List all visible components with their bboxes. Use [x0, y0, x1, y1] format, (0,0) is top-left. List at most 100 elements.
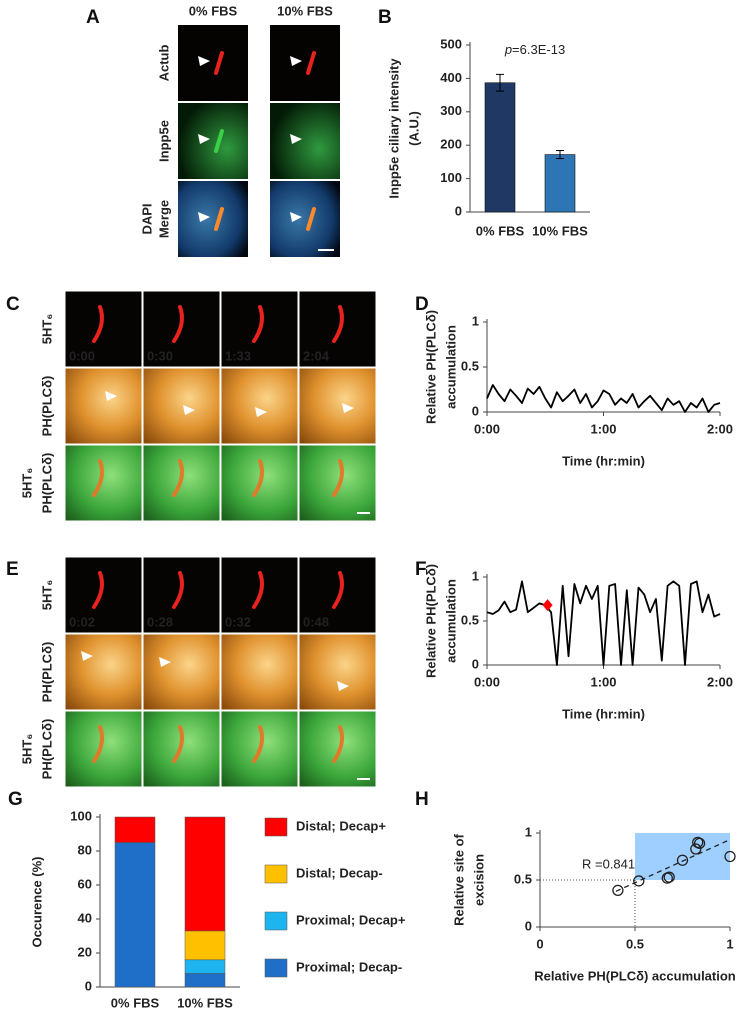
point: [663, 871, 675, 883]
timestamp: 0:48: [303, 614, 329, 629]
cilium: [332, 305, 344, 343]
y-tick-label: 200: [440, 137, 462, 152]
x-axis-label: Time (hr:min): [562, 453, 645, 468]
point: [690, 843, 702, 855]
timestamp: 0:02: [69, 614, 95, 629]
error-bar: [556, 150, 564, 160]
micrograph: [178, 181, 248, 257]
micrograph: [220, 367, 299, 445]
micrograph: [270, 25, 340, 101]
x-axis-label: Relative PH(PLCδ) accumulation: [534, 968, 736, 983]
micrograph: [220, 633, 299, 711]
x-tick-label: 2:00: [707, 674, 733, 689]
x-tick-label: 1:00: [590, 421, 616, 436]
legend-swatch: [264, 911, 288, 931]
y-tick-label: 500: [440, 36, 462, 51]
x-tick-label: 0: [536, 936, 543, 951]
panel-letter: D: [415, 294, 429, 315]
cilium: [92, 571, 104, 609]
x-axis-label: Time (hr:min): [562, 706, 645, 721]
cilium: [172, 305, 184, 343]
micrograph: [298, 290, 377, 368]
micrograph: [178, 103, 248, 179]
y-tick-label: 400: [440, 70, 462, 85]
column-header: 10% FBS: [277, 3, 333, 18]
y-tick-label: 100: [70, 808, 92, 823]
y-tick-label: 0: [85, 978, 92, 993]
y-tick-label: 60: [78, 876, 92, 891]
cilium: [332, 725, 344, 763]
micrograph: [270, 103, 340, 179]
arrowhead: [290, 56, 302, 66]
y-axis-label: accumulation: [443, 579, 458, 663]
arrowhead: [198, 134, 210, 144]
timestamp: 0:00: [69, 348, 95, 363]
micrograph: [142, 367, 221, 445]
micrograph: [298, 556, 377, 634]
annotation: R =0.841: [582, 856, 635, 871]
bar-segment: [114, 842, 156, 988]
legend-swatch: [264, 958, 288, 978]
micrograph: [142, 633, 221, 711]
panel-letter: B: [378, 7, 392, 28]
cilium: [92, 725, 104, 763]
arrowhead: [337, 681, 349, 691]
y-axis-label: (A.U.): [406, 111, 421, 146]
highlight-marker: [542, 599, 553, 612]
y-tick-label: 100: [440, 170, 462, 185]
bar-segment: [184, 959, 226, 974]
y-axis-label: Inpp5e ciliary intensity: [386, 58, 401, 199]
timestamp: 0:32: [225, 614, 251, 629]
row-label: 5HT₆: [39, 314, 54, 345]
x-tick-label: 0% FBS: [476, 223, 525, 238]
point: [633, 875, 645, 887]
y-tick-label: 1: [472, 313, 479, 328]
micrograph: [64, 633, 143, 711]
x-tick-label: 2:00: [707, 421, 733, 436]
cilium: [332, 459, 344, 497]
cilium: [252, 725, 264, 763]
panel-letter: H: [415, 789, 429, 810]
arrowhead: [290, 212, 302, 222]
cilium: [214, 129, 224, 153]
point: [612, 884, 624, 896]
row-label: DAPI: [139, 203, 154, 234]
y-tick-label: 0.5: [461, 358, 479, 373]
row-label: Actub: [156, 45, 171, 82]
row-label: PH(PLCδ): [39, 453, 54, 514]
micrograph: [64, 290, 143, 368]
cilium: [252, 305, 264, 343]
row-label: PH(PLCδ): [39, 719, 54, 780]
timestamp: 0:30: [147, 348, 173, 363]
row-label: 5HT₆: [19, 734, 34, 765]
cilium: [214, 207, 224, 231]
y-tick-label: 1: [472, 568, 479, 583]
arrowhead: [105, 391, 117, 401]
y-axis-label: Relative site of: [451, 833, 466, 925]
line: [486, 580, 721, 666]
x-tick-label: 1:00: [590, 674, 616, 689]
y-tick-label: 0: [472, 656, 479, 671]
x-tick-label: 1: [726, 936, 733, 951]
y-axis-label: Relative PH(PLCδ): [423, 310, 438, 424]
cilium: [172, 725, 184, 763]
arrowhead: [255, 407, 267, 417]
panel-letter: E: [6, 559, 19, 580]
cilium: [306, 51, 316, 75]
micrograph: [64, 710, 143, 788]
legend-label: Distal; Decap+: [296, 818, 386, 833]
cilium: [92, 305, 104, 343]
highlight-region: [635, 833, 730, 880]
arrowhead: [198, 56, 210, 66]
arrowhead: [409, 829, 421, 839]
y-tick-label: 0.5: [461, 612, 479, 627]
y-tick-label: 0.5: [514, 871, 532, 886]
micrograph: [270, 181, 340, 257]
cilium: [252, 571, 264, 609]
x-tick-label: 0:00: [474, 674, 500, 689]
bar-segment: [114, 816, 156, 843]
annotation: p=6.3E-13: [504, 42, 565, 57]
bar: [544, 154, 576, 213]
panel-letter: A: [86, 7, 100, 28]
row-label: Inpp5e: [156, 120, 171, 162]
